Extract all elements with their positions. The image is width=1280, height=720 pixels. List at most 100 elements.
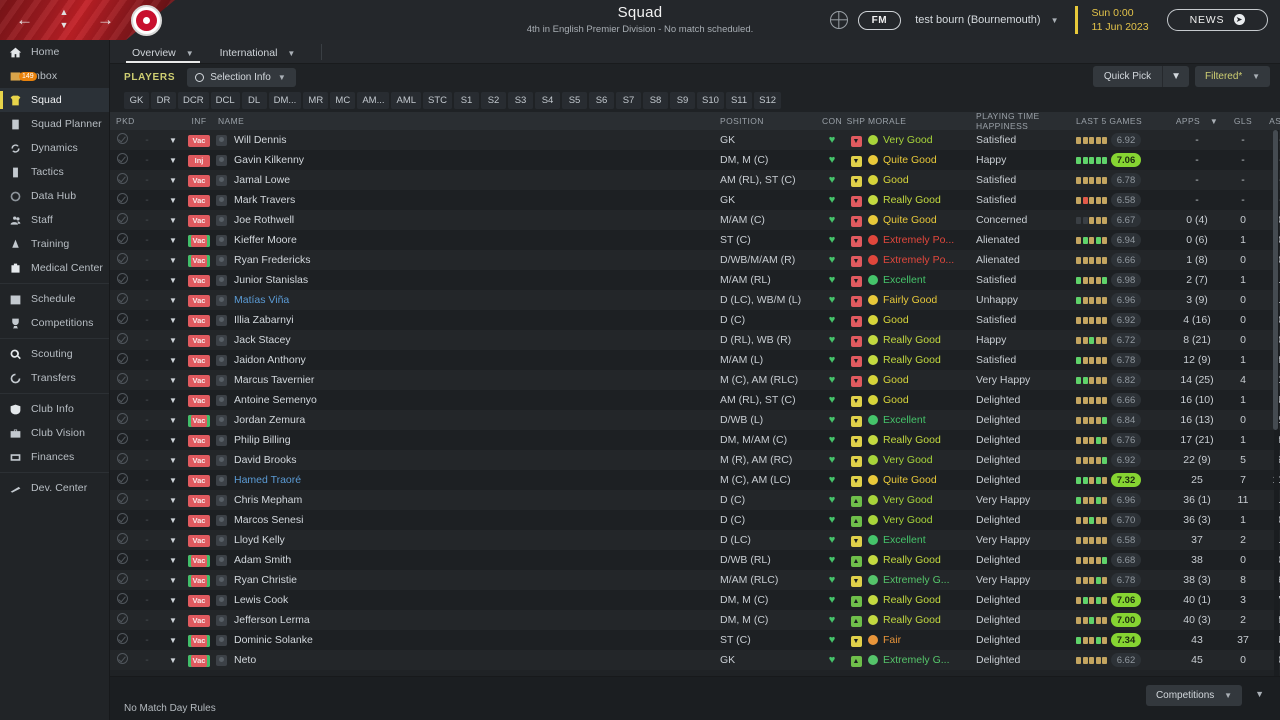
row-inf-status[interactable]: Vac (186, 394, 212, 407)
row-status-badge[interactable]: Vac (188, 634, 210, 647)
table-row[interactable]: - ▼ Vac David Brooks M (R), AM (RC) ♥ ▼ Very Go… (110, 450, 1280, 470)
column-header-ast[interactable]: AST (1269, 116, 1280, 126)
row-player-name-cell[interactable]: Jordan Zemura (212, 414, 720, 426)
sidebar-item-dynamics[interactable]: Dynamics (0, 136, 109, 160)
row-inf-status[interactable]: Vac (186, 254, 212, 267)
row-inf-status[interactable]: Vac (186, 274, 212, 287)
position-filter-s7[interactable]: S7 (616, 91, 642, 109)
row-status-badge[interactable]: Vac (188, 474, 210, 487)
row-player-name-cell[interactable]: Antoine Semenyo (212, 394, 720, 406)
row-status-badge[interactable]: Vac (188, 234, 210, 247)
row-pkd-checkbox[interactable] (110, 233, 134, 247)
row-inf-status[interactable]: Vac (186, 494, 212, 507)
player-name-link[interactable]: Lloyd Kelly (234, 534, 285, 546)
position-filter-dcr[interactable]: DCR (178, 91, 209, 109)
column-header-gls[interactable]: GLS (1233, 116, 1253, 126)
row-player-name-cell[interactable]: Ryan Fredericks (212, 254, 720, 266)
player-name-link[interactable]: Philip Billing (234, 434, 291, 446)
position-filter-dr[interactable]: DR (151, 91, 176, 109)
table-scrollbar-track[interactable] (1273, 130, 1279, 677)
row-expand-icon[interactable]: ▼ (169, 636, 177, 645)
fm-button[interactable]: FM (857, 10, 902, 30)
sidebar-item-squad-planner[interactable]: Squad Planner (0, 112, 109, 136)
position-filter-s11[interactable]: S11 (725, 91, 753, 109)
row-player-name-cell[interactable]: Chris Mepham (212, 494, 720, 506)
position-filter-s3[interactable]: S3 (508, 91, 534, 109)
sidebar-item-dev-center[interactable]: Dev. Center (0, 476, 109, 500)
player-name-link[interactable]: Kieffer Moore (234, 234, 297, 246)
table-scrollbar-thumb[interactable] (1273, 130, 1278, 430)
row-inf-status[interactable]: Vac (186, 594, 212, 607)
position-filter-s2[interactable]: S2 (481, 91, 507, 109)
player-name-link[interactable]: Hamed Traoré (234, 474, 302, 486)
row-status-badge[interactable]: Vac (188, 594, 210, 607)
row-inf-status[interactable]: Vac (186, 294, 212, 307)
row-pkd-checkbox[interactable] (110, 433, 134, 447)
row-pkd-checkbox[interactable] (110, 573, 134, 587)
position-filter-aml[interactable]: AML (391, 91, 422, 109)
row-status-badge[interactable]: Vac (188, 214, 210, 227)
row-pkd-checkbox[interactable] (110, 493, 134, 507)
row-status-badge[interactable]: Vac (188, 354, 210, 367)
row-inf-status[interactable]: Vac (186, 134, 212, 147)
row-expand-icon[interactable]: ▼ (169, 276, 177, 285)
row-pkd-checkbox[interactable] (110, 193, 134, 207)
column-header-con[interactable]: CON (821, 116, 843, 126)
row-status-badge[interactable]: Vac (188, 274, 210, 287)
sidebar-item-scouting[interactable]: Scouting (0, 342, 109, 366)
position-filter-dm[interactable]: DM... (268, 91, 302, 109)
back-button[interactable]: ← (16, 10, 33, 29)
tab-overview[interactable]: Overview ▼ (124, 44, 202, 63)
row-inf-status[interactable]: Vac (186, 174, 212, 187)
row-status-badge[interactable]: Vac (188, 614, 210, 627)
row-status-badge[interactable]: Vac (188, 334, 210, 347)
position-filter-s9[interactable]: S9 (670, 91, 696, 109)
row-player-name-cell[interactable]: Mark Travers (212, 194, 720, 206)
column-header-apps[interactable]: APPS ▼ (1168, 116, 1226, 126)
position-filter-mr[interactable]: MR (303, 91, 329, 109)
row-inf-status[interactable]: Vac (186, 414, 212, 427)
position-filter-gk[interactable]: GK (124, 91, 149, 109)
row-status-badge[interactable]: Vac (188, 134, 210, 147)
row-status-badge[interactable]: Vac (188, 434, 210, 447)
row-inf-status[interactable]: Inj (186, 154, 212, 167)
competitions-dropdown[interactable]: Competitions ▼ (1145, 685, 1242, 706)
nav-up-icon[interactable]: ▲ (59, 7, 69, 17)
player-name-link[interactable]: Chris Mepham (234, 494, 303, 506)
row-pkd-checkbox[interactable] (110, 133, 134, 147)
player-name-link[interactable]: Joe Rothwell (234, 214, 295, 226)
club-badge-icon[interactable] (131, 5, 162, 36)
manager-selector[interactable]: test bourn (Bournemouth) ▼ (915, 14, 1058, 26)
sidebar-item-schedule[interactable]: Schedule (0, 287, 109, 311)
row-pkd-checkbox[interactable] (110, 593, 134, 607)
row-player-name-cell[interactable]: Jack Stacey (212, 334, 720, 346)
player-name-link[interactable]: Mark Travers (234, 194, 296, 206)
row-inf-status[interactable]: Vac (186, 234, 212, 247)
table-row[interactable]: - ▼ Vac Neto GK ♥ ▲ Extremely G... Delighted 6.62… (110, 650, 1280, 670)
column-header-inf[interactable]: INF (191, 116, 207, 126)
row-pkd-checkbox[interactable] (110, 153, 134, 167)
row-inf-status[interactable]: Vac (186, 634, 212, 647)
row-status-badge[interactable]: Vac (188, 174, 210, 187)
row-pkd-checkbox[interactable] (110, 273, 134, 287)
row-status-badge[interactable]: Vac (188, 414, 210, 427)
table-row[interactable]: - ▼ Vac Jordan Zemura D/WB (L) ♥ ▼ Excellent Del… (110, 410, 1280, 430)
row-status-badge[interactable]: Vac (188, 574, 210, 587)
row-expand-icon[interactable]: ▼ (169, 196, 177, 205)
row-status-badge[interactable]: Vac (188, 554, 210, 567)
table-row[interactable]: - ▼ Vac Will Dennis GK ♥ ▼ Very Good Satisfied 6.… (110, 130, 1280, 150)
row-expand-icon[interactable]: ▼ (169, 556, 177, 565)
row-player-name-cell[interactable]: Junior Stanislas (212, 274, 720, 286)
row-expand-icon[interactable]: ▼ (169, 156, 177, 165)
row-player-name-cell[interactable]: Joe Rothwell (212, 214, 720, 226)
filtered-button[interactable]: Filtered* ▼ (1195, 66, 1270, 87)
row-expand-icon[interactable]: ▼ (169, 516, 177, 525)
row-inf-status[interactable]: Vac (186, 214, 212, 227)
row-inf-status[interactable]: Vac (186, 194, 212, 207)
row-player-name-cell[interactable]: Ryan Christie (212, 574, 720, 586)
table-row[interactable]: - ▼ Vac Illia Zabarnyi D (C) ♥ ▼ Good Satisfied 6… (110, 310, 1280, 330)
row-pkd-checkbox[interactable] (110, 213, 134, 227)
row-inf-status[interactable]: Vac (186, 574, 212, 587)
row-expand-icon[interactable]: ▼ (169, 476, 177, 485)
row-inf-status[interactable]: Vac (186, 334, 212, 347)
